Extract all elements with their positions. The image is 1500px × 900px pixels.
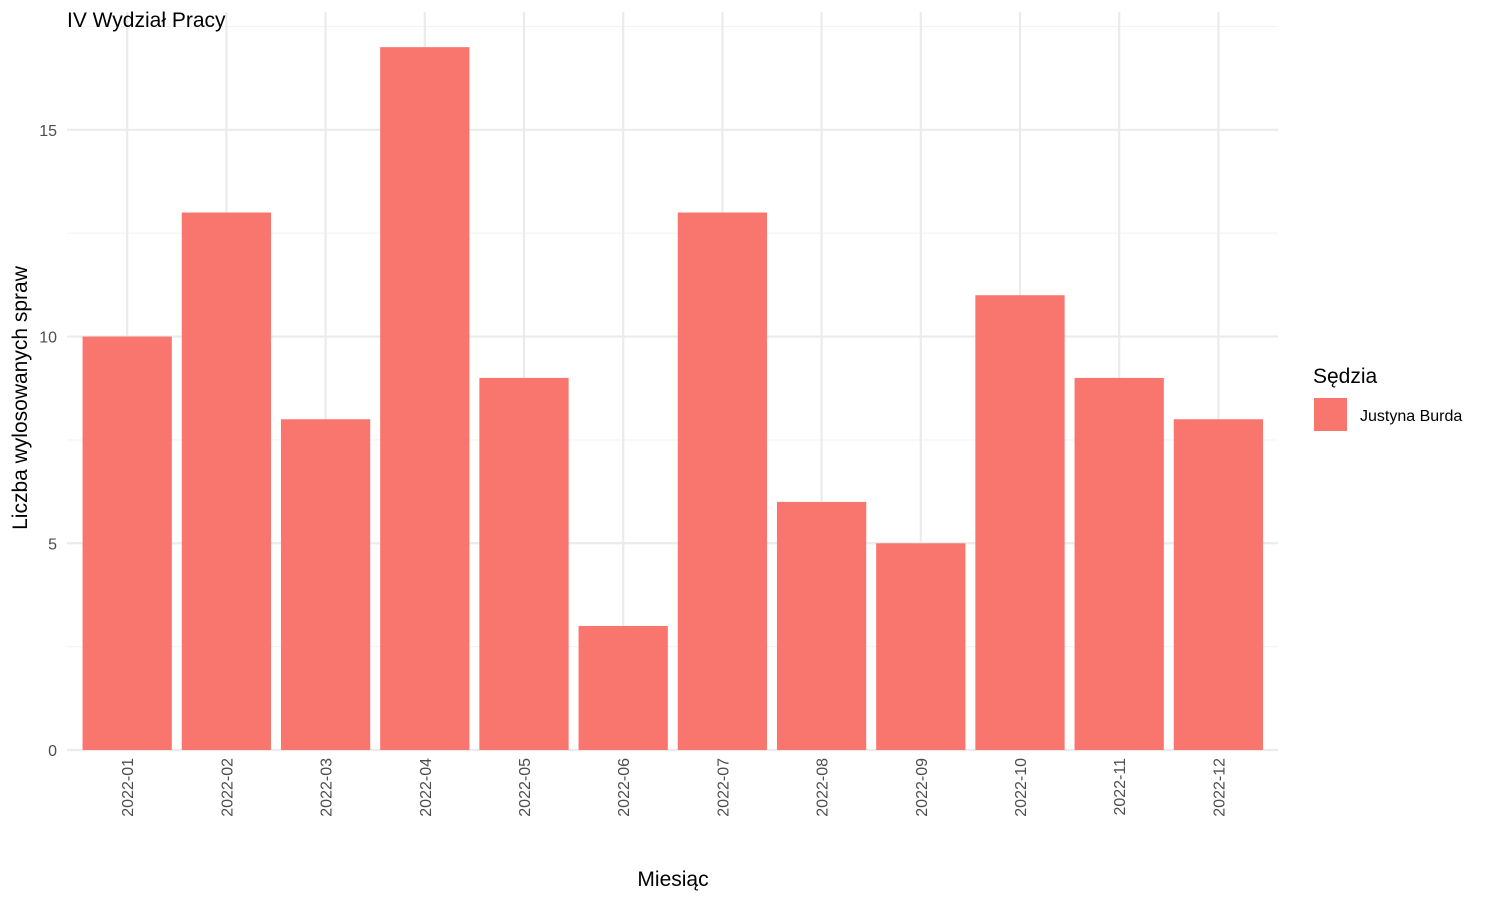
bar-2022-11 [1074,377,1164,750]
bar-2022-08 [776,501,867,750]
y-axis-ticks: 0 5 10 15 [39,123,57,760]
legend-label-justyna-burda: Justyna Burda [1360,408,1462,425]
y-tick-label: 5 [48,536,57,553]
bar-2022-01 [82,336,172,750]
y-tick-label: 0 [48,743,57,760]
x-tick-label: 2022-07 [715,758,732,817]
x-tick-label: 2022-12 [1211,758,1228,817]
y-axis-title: Liczba wylosowanych spraw [9,265,32,530]
x-tick-label: 2022-11 [1112,758,1129,816]
bar-2022-10 [975,295,1065,750]
x-tick-label: 2022-02 [219,758,236,817]
bar-2022-09 [876,543,966,750]
x-tick-label: 2022-01 [120,758,137,817]
y-tick-label: 15 [39,123,57,140]
legend: Sędzia Justyna Burda [1313,365,1462,431]
x-tick-label: 2022-08 [815,758,832,817]
x-tick-label: 2022-09 [914,758,931,817]
x-tick-label: 2022-05 [517,758,534,817]
x-tick-label: 2022-04 [418,758,435,817]
x-tick-label: 2022-06 [616,758,633,817]
x-tick-label: 2022-10 [1013,758,1030,817]
legend-title: Sędzia [1313,365,1378,388]
x-tick-label: 2022-03 [319,758,336,817]
bar-2022-06 [578,625,668,750]
bar-2022-05 [479,377,569,750]
x-axis-title: Miesiąc [637,868,708,891]
bars [82,47,1264,751]
bar-2022-03 [280,419,371,750]
chart-title: IV Wydział Pracy [67,9,226,32]
bar-2022-07 [677,212,768,751]
x-axis-ticks: 2022-01 2022-02 2022-03 2022-04 2022-05 2022-… [120,758,1228,817]
y-tick-label: 10 [39,330,57,347]
bar-2022-02 [181,212,272,751]
bar-2022-12 [1173,419,1264,750]
legend-key-justyna-burda [1314,398,1347,431]
bar-2022-04 [380,47,470,750]
